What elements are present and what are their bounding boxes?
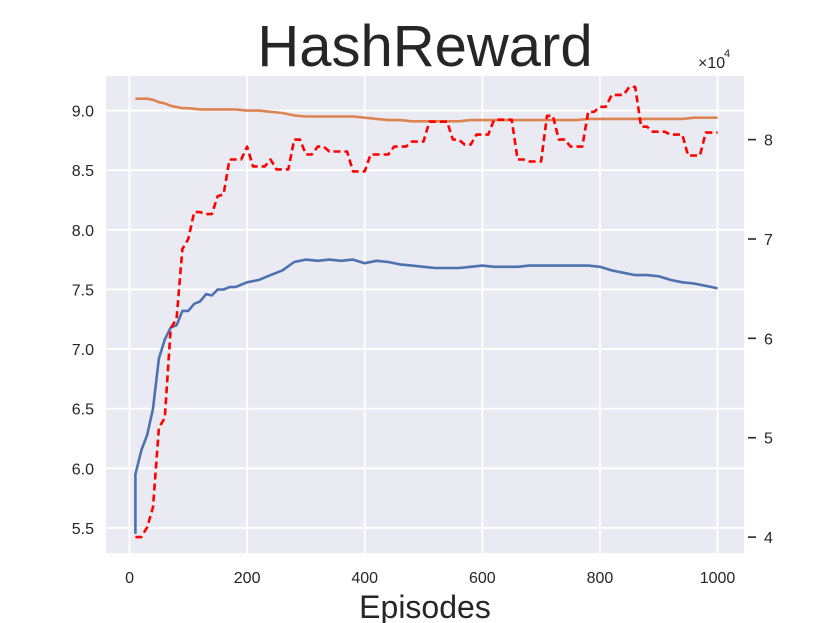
- right-axis-multiplier: ×10: [698, 55, 725, 72]
- x-axis-label: Episodes: [359, 589, 491, 623]
- left-axis-ticks: 5.5 6.0 6.5 7.0 7.5 8.0 8.5 9.0: [72, 104, 94, 538]
- y-tick-label: 7.5: [72, 282, 94, 299]
- y-tick-label: 9.0: [72, 104, 94, 121]
- x-tick-label: 200: [234, 570, 261, 587]
- plot-area: [106, 76, 744, 553]
- y-tick-label: 7.0: [72, 342, 94, 359]
- y2-tick-label: 8: [764, 133, 773, 150]
- right-axis-multiplier-exponent: 4: [724, 48, 730, 60]
- y-tick-label: 6.0: [72, 461, 94, 478]
- series-line-2: [135, 97, 718, 123]
- series-layer: [134, 85, 718, 539]
- y-tick-label: 6.5: [72, 402, 94, 419]
- x-tick-label: 800: [587, 570, 614, 587]
- x-tick-label: 400: [351, 570, 378, 587]
- y2-tick-label: 7: [764, 232, 773, 249]
- y-tick-label: 8.0: [72, 223, 94, 240]
- x-tick-label: 0: [125, 570, 134, 587]
- series-line-3: [135, 85, 718, 539]
- y2-tick-label: 6: [764, 331, 773, 348]
- x-tick-label: 600: [469, 570, 496, 587]
- chart-title: HashReward: [257, 14, 592, 79]
- right-axis-ticks: 4 5 6 7 8: [748, 133, 773, 547]
- y-tick-label: 5.5: [72, 521, 94, 538]
- y2-tick-label: 4: [764, 530, 773, 547]
- x-tick-label: 1000: [700, 570, 736, 587]
- y-tick-label: 8.5: [72, 163, 94, 180]
- x-axis-ticks: 0 200 400 600 800 1000: [125, 570, 735, 587]
- series-line-1: [134, 258, 718, 534]
- y2-tick-label: 5: [764, 431, 773, 448]
